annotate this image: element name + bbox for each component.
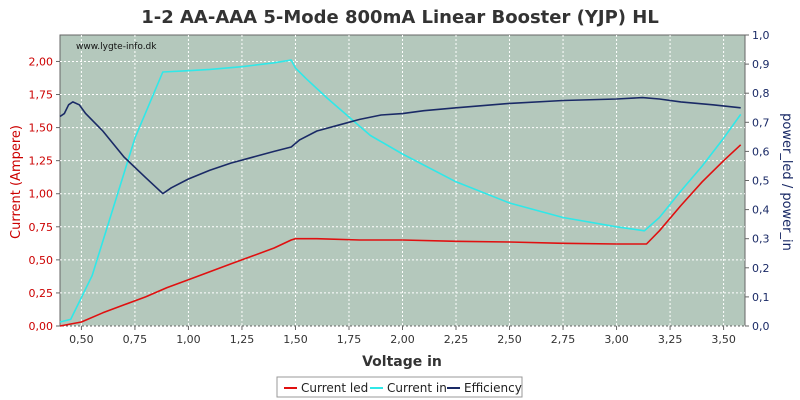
y-right-tick-label: 0,4 <box>752 204 770 217</box>
y-left-tick-label: 0,75 <box>29 221 54 234</box>
y-right-tick-label: 0,2 <box>752 262 770 275</box>
y-left-tick-label: 1,75 <box>29 89 54 102</box>
series-line-efficiency <box>59 96 741 195</box>
series-group <box>59 59 742 327</box>
legend-label-current-in: Current in <box>387 381 447 395</box>
x-tick-label: 1,00 <box>176 333 201 346</box>
y-left-tick-label: 0,25 <box>29 287 54 300</box>
tick-labels: 0,50 0,75 1,00 1,25 1,50 1,75 2,00 2,25 2,50 2,75… <box>29 29 770 346</box>
y-right-tick-label: 0,8 <box>752 87 770 100</box>
y-right-tick-label: 0,5 <box>752 175 770 188</box>
x-tick-label: 2,50 <box>497 333 522 346</box>
series-line-current-in <box>59 59 742 323</box>
y-axis-label-left: Current (Ampere) <box>9 125 24 239</box>
legend: Current led Current in Efficiency <box>276 376 523 398</box>
y-right-tick-label: 1,0 <box>752 29 770 42</box>
y-right-tick-label: 0,9 <box>752 58 770 71</box>
y-left-tick-label: 1,50 <box>29 122 54 135</box>
legend-box <box>276 376 523 398</box>
legend-label-current-led: Current led <box>301 381 368 395</box>
y-left-tick-label: 1,00 <box>29 188 54 201</box>
y-left-tick-label: 0,00 <box>29 320 54 333</box>
chart-title: 1-2 AA-AAA 5-Mode 800mA Linear Booster (… <box>141 7 659 28</box>
x-axis-label: Voltage in <box>362 354 442 370</box>
x-tick-label: 2,75 <box>551 333 576 346</box>
y-right-tick-label: 0,3 <box>752 233 770 246</box>
x-tick-label: 2,25 <box>444 333 469 346</box>
watermark: www.lygte-info.dk <box>76 42 157 52</box>
y-right-tick-label: 0,7 <box>752 116 770 129</box>
y-axis-label-right: power_led / power_in <box>779 113 794 251</box>
legend-label-efficiency: Efficiency <box>464 381 522 395</box>
x-tick-label: 1,50 <box>283 333 308 346</box>
x-tick-label: 2,00 <box>390 333 415 346</box>
x-tick-label: 3,50 <box>711 333 736 346</box>
x-tick-label: 0,50 <box>69 333 94 346</box>
y-right-tick-label: 0,1 <box>752 291 770 304</box>
series-line-current-led <box>59 144 742 327</box>
x-tick-label: 1,25 <box>230 333 255 346</box>
y-right-tick-label: 0,0 <box>752 320 770 333</box>
x-tick-label: 0,75 <box>123 333 148 346</box>
y-right-tick-label: 0,6 <box>752 145 770 158</box>
y-left-tick-label: 0,50 <box>29 254 54 267</box>
x-tick-label: 3,00 <box>604 333 629 346</box>
x-tick-label: 3,25 <box>658 333 683 346</box>
y-left-tick-label: 1,25 <box>29 155 54 168</box>
grid <box>60 35 745 327</box>
y-left-tick-label: 2,00 <box>29 55 54 68</box>
x-tick-label: 1,75 <box>337 333 362 346</box>
